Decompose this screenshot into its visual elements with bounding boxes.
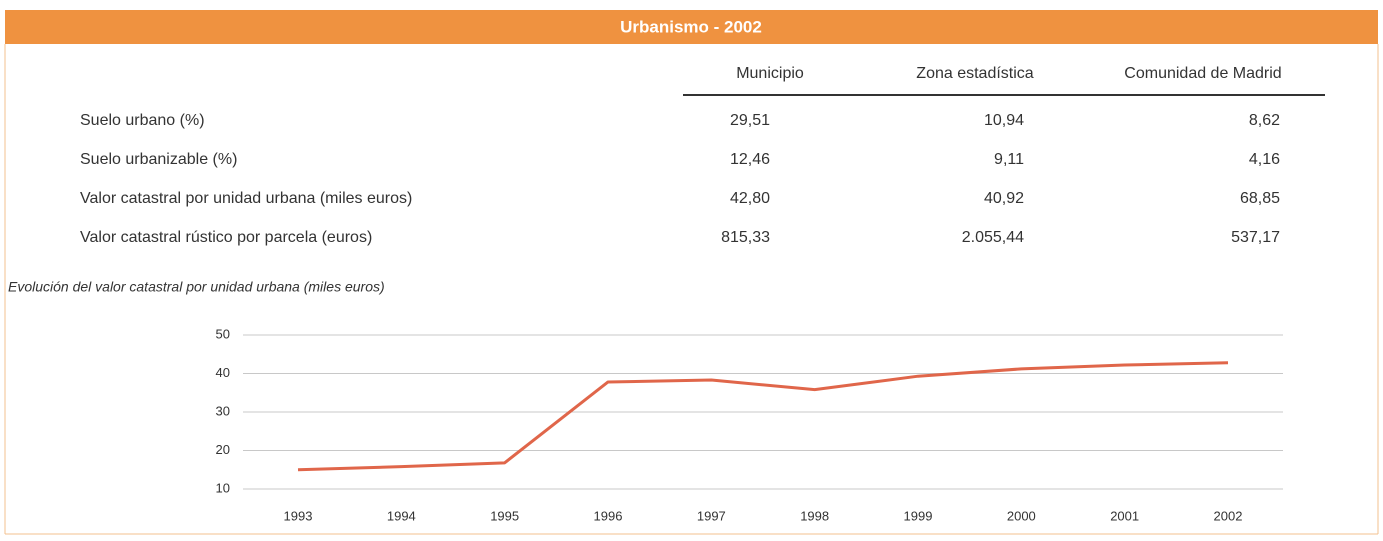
column-header: Municipio [736, 65, 804, 82]
x-tick-label: 2001 [1110, 508, 1139, 523]
x-tick-label: 1999 [904, 508, 933, 523]
cell: 537,17 [1231, 229, 1280, 246]
x-tick-label: 1998 [800, 508, 829, 523]
cell: 815,33 [721, 229, 770, 246]
header-bar [5, 10, 1378, 44]
cell: 4,16 [1249, 151, 1280, 168]
cell: 68,85 [1240, 190, 1280, 207]
header-title: Urbanismo - 2002 [620, 17, 762, 36]
x-tick-label: 1994 [387, 508, 416, 523]
x-tick-label: 1996 [594, 508, 623, 523]
cell: 10,94 [984, 112, 1024, 129]
cell: 29,51 [730, 112, 770, 129]
y-tick-label: 20 [216, 442, 230, 457]
cell: 40,92 [984, 190, 1024, 207]
row-label: Suelo urbanizable (%) [80, 151, 237, 168]
x-tick-label: 1993 [284, 508, 313, 523]
cell: 8,62 [1249, 112, 1280, 129]
column-header: Zona estadística [916, 65, 1034, 82]
y-tick-label: 40 [216, 365, 230, 380]
column-header: Comunidad de Madrid [1124, 65, 1281, 82]
cell: 2.055,44 [962, 229, 1024, 246]
data-line [297, 361, 1229, 472]
y-tick-label: 30 [216, 403, 230, 418]
x-tick-label: 1995 [490, 508, 519, 523]
y-tick-label: 10 [216, 480, 230, 495]
x-tick-label: 2002 [1214, 508, 1243, 523]
row-label: Suelo urbano (%) [80, 112, 205, 129]
x-tick-label: 1997 [697, 508, 726, 523]
row-label: Valor catastral por unidad urbana (miles… [80, 190, 412, 207]
cell: 42,80 [730, 190, 770, 207]
x-tick-label: 2000 [1007, 508, 1036, 523]
cell: 12,46 [730, 151, 770, 168]
chart-title: Evolución del valor catastral por unidad… [8, 279, 385, 295]
y-tick-label: 50 [216, 326, 230, 341]
cell: 9,11 [994, 151, 1024, 168]
row-label: Valor catastral rústico por parcela (eur… [80, 229, 372, 246]
